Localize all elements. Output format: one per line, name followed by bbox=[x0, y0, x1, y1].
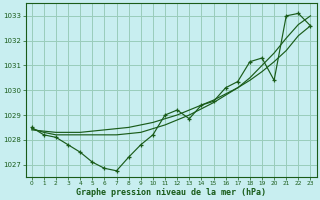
X-axis label: Graphe pression niveau de la mer (hPa): Graphe pression niveau de la mer (hPa) bbox=[76, 188, 266, 197]
